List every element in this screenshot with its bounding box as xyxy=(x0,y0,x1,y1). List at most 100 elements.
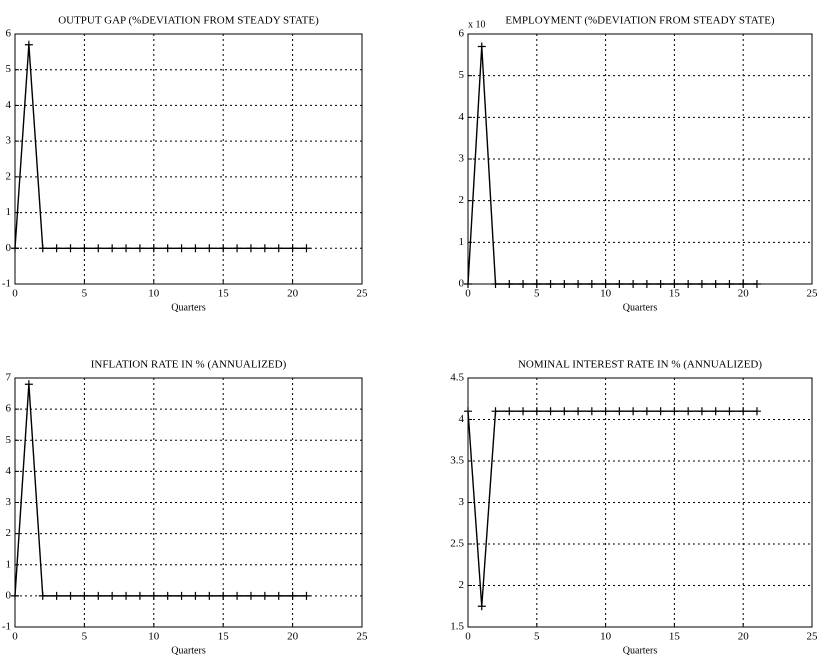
data-marker xyxy=(52,244,61,253)
data-marker xyxy=(122,591,131,600)
data-marker xyxy=(739,280,748,288)
y-tick-label: 0 xyxy=(459,278,465,290)
data-marker xyxy=(546,280,555,288)
data-marker xyxy=(191,591,200,600)
data-marker xyxy=(697,280,706,288)
x-tick-label: 20 xyxy=(287,288,299,300)
data-marker xyxy=(191,244,200,253)
x-tick-label: 0 xyxy=(465,288,471,300)
x-tick-label: 0 xyxy=(12,631,18,643)
data-marker xyxy=(464,280,472,288)
data-marker xyxy=(233,244,242,253)
y-tick-label: 2 xyxy=(6,527,12,539)
y-tick-label: 3 xyxy=(6,135,12,147)
y-tick-label: 5 xyxy=(459,69,465,81)
x-tick-label: 25 xyxy=(807,288,818,300)
x-tick-label: 25 xyxy=(357,288,369,300)
y-tick-label: 7 xyxy=(6,372,12,384)
y-tick-label: 2 xyxy=(6,170,12,182)
data-marker xyxy=(219,244,228,253)
data-marker xyxy=(24,40,33,49)
data-marker xyxy=(464,407,472,416)
data-marker xyxy=(52,591,61,600)
data-marker xyxy=(163,244,172,253)
data-marker xyxy=(697,407,706,416)
y-tick-label: 5 xyxy=(6,63,12,75)
x-tick-label: 20 xyxy=(738,631,750,643)
data-marker xyxy=(38,591,47,600)
y-tick-label: 5 xyxy=(6,434,12,446)
x-tick-label: 5 xyxy=(534,631,540,643)
data-marker xyxy=(288,244,297,253)
data-marker xyxy=(546,407,555,416)
data-marker xyxy=(260,591,269,600)
x-tick-label: 15 xyxy=(218,631,230,643)
y-tick-label: 3 xyxy=(459,496,465,508)
y-tick-label: 4.5 xyxy=(450,372,464,384)
data-marker xyxy=(615,407,624,416)
y-tick-label: -1 xyxy=(2,621,11,633)
x-tick-label: 10 xyxy=(600,631,612,643)
data-marker xyxy=(149,591,158,600)
data-marker xyxy=(560,280,569,288)
chart-title: OUTPUT GAP (%DEVIATION FROM STEADY STATE… xyxy=(58,15,319,27)
y-tick-label: 0 xyxy=(6,242,12,254)
data-marker xyxy=(274,244,283,253)
data-marker xyxy=(739,407,748,416)
x-tick-label: 5 xyxy=(534,288,540,300)
x-tick-label: 10 xyxy=(148,288,160,300)
y-tick-label: 1 xyxy=(6,558,12,570)
data-marker xyxy=(122,244,131,253)
data-marker xyxy=(642,407,651,416)
data-marker xyxy=(711,407,720,416)
data-marker xyxy=(135,591,144,600)
data-marker xyxy=(246,591,255,600)
data-marker xyxy=(629,407,638,416)
data-marker xyxy=(24,380,33,389)
y-tick-label: 3 xyxy=(6,496,12,508)
x-tick-label: 15 xyxy=(218,288,230,300)
y-tick-label: 3 xyxy=(459,153,465,165)
data-marker xyxy=(684,407,693,416)
plot-frame xyxy=(467,377,813,628)
data-marker xyxy=(725,280,734,288)
data-marker xyxy=(219,591,228,600)
x-tick-label: 5 xyxy=(82,631,88,643)
data-marker xyxy=(135,244,144,253)
y-tick-label: 3.5 xyxy=(450,455,464,467)
x-axis-label: Quarters xyxy=(171,302,206,313)
data-marker xyxy=(587,407,596,416)
data-marker xyxy=(66,591,75,600)
data-marker xyxy=(491,407,500,416)
data-marker xyxy=(656,407,665,416)
y-tick-label: 6 xyxy=(6,403,12,415)
data-marker xyxy=(163,591,172,600)
data-marker xyxy=(260,244,269,253)
y-tick-label: 6 xyxy=(459,28,465,40)
data-marker xyxy=(177,591,186,600)
data-marker xyxy=(532,280,541,288)
y-tick-label: 1 xyxy=(6,206,12,218)
data-marker xyxy=(642,280,651,288)
y-tick-label: 1.5 xyxy=(450,621,464,633)
x-tick-label: 10 xyxy=(148,631,160,643)
data-marker xyxy=(205,591,214,600)
x-tick-label: 25 xyxy=(357,631,369,643)
data-marker xyxy=(574,407,583,416)
y-tick-label: 6 xyxy=(6,28,12,40)
data-marker xyxy=(752,280,761,288)
x-axis-label: Quarters xyxy=(623,645,658,656)
data-marker xyxy=(574,280,583,288)
y-tick-label: 4 xyxy=(6,99,12,111)
data-marker xyxy=(288,591,297,600)
x-tick-label: 5 xyxy=(82,288,88,300)
data-marker xyxy=(560,407,569,416)
data-marker xyxy=(274,591,283,600)
y-tick-label: -1 xyxy=(2,278,11,290)
data-marker xyxy=(11,591,19,600)
y-tick-label: 2.5 xyxy=(450,538,464,550)
y-tick-label: 0 xyxy=(6,589,12,601)
data-line xyxy=(14,384,307,597)
data-marker xyxy=(108,244,117,253)
